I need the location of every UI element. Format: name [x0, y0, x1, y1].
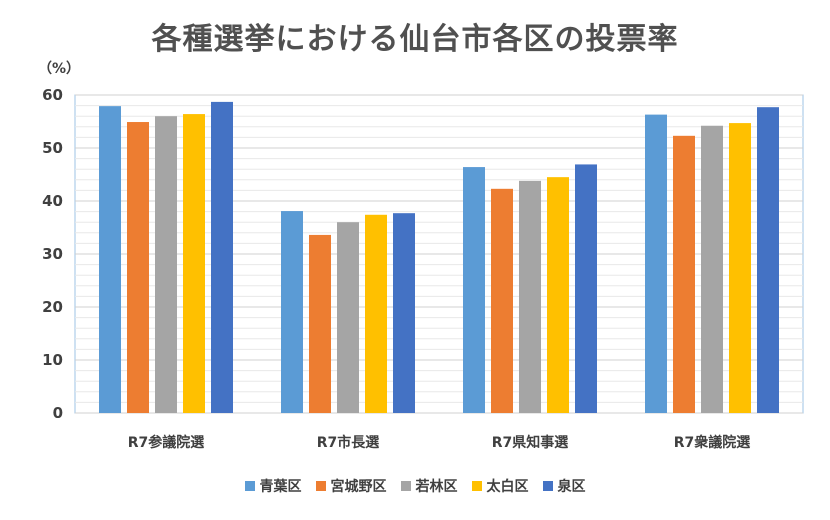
y-tick-label: 20 [42, 298, 63, 316]
y-tick-label: 60 [42, 86, 63, 104]
bar [575, 164, 597, 413]
legend-label: 泉区 [557, 479, 586, 495]
bar [309, 234, 331, 413]
legend-item: 青葉区 [244, 476, 302, 496]
x-axis-categories: R7参議院選 R7市長選 R7県知事選 R7衆議院選 [128, 434, 751, 451]
bar [365, 214, 387, 413]
bar [211, 101, 233, 413]
legend-item: 泉区 [542, 476, 586, 496]
legend-item: 太白区 [471, 476, 529, 496]
bars [99, 101, 779, 414]
bar [645, 114, 667, 414]
bar [547, 177, 569, 413]
y-tick-label: 30 [42, 245, 63, 263]
bar [519, 180, 541, 413]
y-tick-label: 50 [42, 139, 63, 157]
bar [701, 125, 723, 414]
legend-label: 青葉区 [259, 479, 302, 495]
legend: 青葉区 宮城野区 若林区 太白区 泉区 [0, 476, 830, 496]
x-category-label: R7参議院選 [128, 434, 205, 451]
legend-swatch [400, 481, 411, 491]
chart-title: 各種選挙における仙台市各区の投票率 [151, 22, 679, 57]
legend-label: 若林区 [415, 479, 458, 495]
legend-item: 若林区 [400, 476, 458, 496]
x-category-label: R7衆議院選 [674, 434, 751, 451]
bar [155, 116, 177, 413]
legend-swatch [471, 481, 482, 491]
bar [281, 211, 303, 413]
bar [99, 106, 121, 413]
bar [393, 213, 415, 413]
y-tick-label: 10 [42, 351, 63, 369]
y-tick-label: 40 [42, 192, 63, 210]
y-tick-label: 0 [53, 404, 63, 422]
bar [491, 188, 513, 413]
bar [183, 114, 205, 413]
legend-swatch [315, 481, 326, 491]
legend-label: 太白区 [486, 479, 529, 495]
bar [729, 123, 751, 413]
x-category-label: R7県知事選 [492, 434, 569, 451]
legend-label: 宮城野区 [330, 479, 387, 495]
y-axis-unit-label: （%） [38, 61, 81, 77]
y-axis-ticks: 0 10 20 30 40 50 60 [42, 86, 63, 422]
legend-swatch [244, 481, 255, 491]
bar [127, 122, 149, 413]
bar [673, 135, 695, 413]
bar [463, 167, 485, 413]
legend-swatch [542, 481, 553, 491]
legend-item: 宮城野区 [315, 476, 387, 496]
bar [757, 107, 779, 413]
bar [337, 222, 359, 413]
x-category-label: R7市長選 [317, 434, 380, 451]
